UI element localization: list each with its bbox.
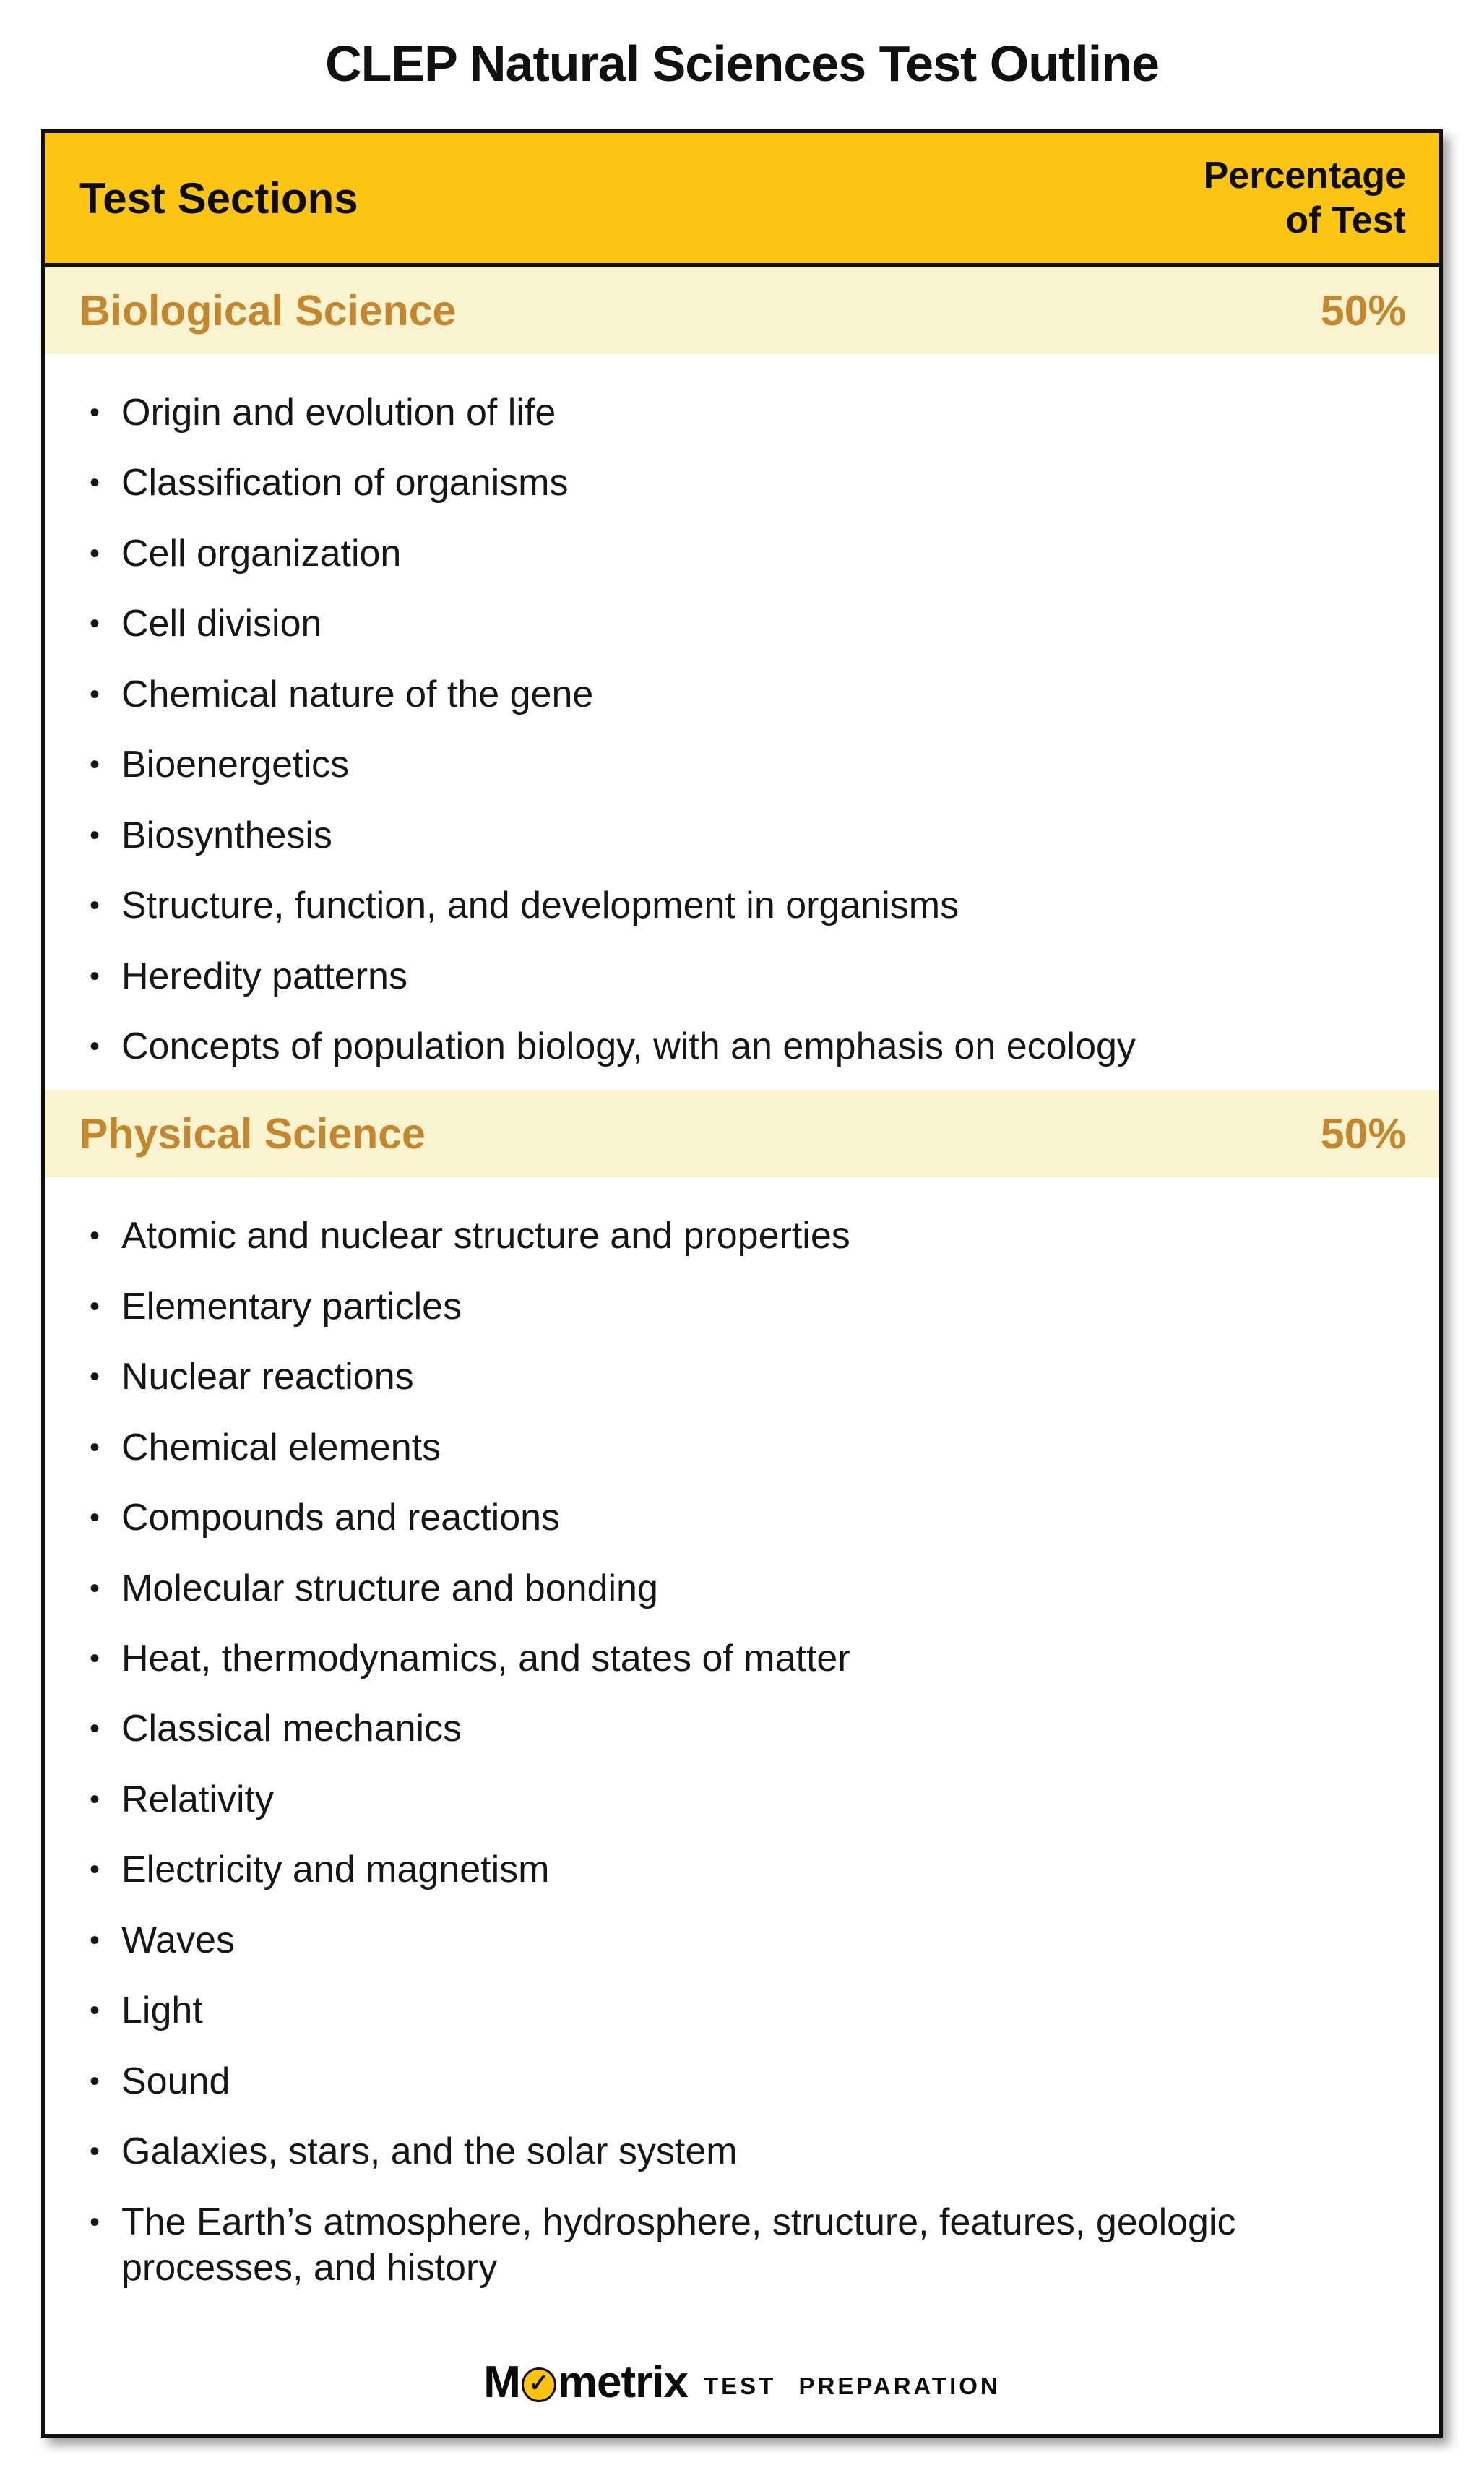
bullet-dot: •	[90, 1713, 100, 1745]
list-item: • Bioenergetics	[90, 742, 1415, 788]
bullet-dot: •	[90, 1924, 100, 1956]
section-percentage-physical: 50%	[1320, 1109, 1406, 1158]
list-item: • Classical mechanics	[90, 1706, 1415, 1752]
list-item: • Sound	[90, 2059, 1415, 2104]
list-item: • The Earth’s atmosphere, hydrosphere, st…	[90, 2200, 1415, 2292]
list-item: • Compounds and reactions	[90, 1495, 1415, 1541]
list-item: • Molecular structure and bonding	[90, 1566, 1415, 1612]
bullet-dot: •	[90, 960, 100, 992]
section-name-physical: Physical Science	[79, 1109, 426, 1158]
list-item-text: Structure, function, and development in …	[121, 885, 959, 927]
list-item: • Nuclear reactions	[90, 1354, 1415, 1400]
list-item: • Concepts of population biology, with an…	[90, 1024, 1415, 1070]
brand-tagline: TEST PREPARATION	[703, 2372, 1001, 2399]
bullet-dot: •	[90, 1361, 100, 1393]
bullet-dot: •	[90, 678, 100, 710]
column-header-percentage: Percentage of Test	[1203, 154, 1406, 241]
list-item-text: Biosynthesis	[121, 814, 332, 856]
list-item-text: Elementary particles	[121, 1285, 462, 1328]
list-item-text: Light	[121, 1990, 203, 2032]
list-item: • Origin and evolution of life	[90, 390, 1415, 436]
bullet-dot: •	[90, 1854, 100, 1886]
list-item-text: The Earth’s atmosphere, hydrosphere, str…	[121, 2201, 1236, 2289]
section-name-biological: Biological Science	[79, 286, 457, 335]
section-percentage-biological: 50%	[1320, 286, 1406, 335]
list-item: • Cell organization	[90, 531, 1415, 577]
list-item-text: Heredity patterns	[121, 955, 407, 997]
bullet-dot: •	[90, 1643, 100, 1674]
bullet-dot: •	[90, 890, 100, 922]
section-row-biological: Biological Science 50%	[45, 267, 1439, 354]
list-item-text: Origin and evolution of life	[121, 392, 556, 434]
list-item: • Relativity	[90, 1777, 1415, 1823]
list-item: • Structure, function, and development in…	[90, 883, 1415, 929]
list-item-text: Classification of organisms	[121, 462, 569, 504]
bullet-dot: •	[90, 2065, 100, 2097]
brand-letter-m: M	[483, 2357, 521, 2407]
bullet-dot: •	[90, 1995, 100, 2027]
bullet-dot: •	[90, 467, 100, 499]
list-item-text: Atomic and nuclear structure and propert…	[121, 1215, 850, 1257]
section-row-physical: Physical Science 50%	[45, 1090, 1439, 1178]
bullet-dot: •	[90, 1783, 100, 1815]
list-item-text: Molecular structure and bonding	[121, 1567, 658, 1609]
list-item: • Elementary particles	[90, 1284, 1415, 1330]
bullet-dot: •	[90, 1572, 100, 1604]
list-item: • Heat, thermodynamics, and states of mat…	[90, 1636, 1415, 1682]
bullet-dot: •	[90, 1502, 100, 1534]
list-item-text: Chemical elements	[121, 1426, 441, 1468]
list-item-text: Waves	[121, 1919, 235, 1961]
bullet-dot: •	[90, 1431, 100, 1463]
outline-table: Test Sections Percentage of Test Biologi…	[41, 129, 1443, 2438]
physical-items-list: • Atomic and nuclear structure and proper…	[45, 1177, 1439, 2311]
list-item: • Galaxies, stars, and the solar system	[90, 2129, 1415, 2175]
list-item: • Heredity patterns	[90, 954, 1415, 999]
biological-items-list: • Origin and evolution of life • Classifica…	[45, 354, 1439, 1090]
list-item-text: Bioenergetics	[121, 744, 350, 786]
list-item-text: Nuclear reactions	[121, 1356, 414, 1398]
list-item-text: Classical mechanics	[121, 1708, 462, 1750]
list-item: • Electricity and magnetism	[90, 1847, 1415, 1893]
column-header-test-sections: Test Sections	[79, 173, 358, 223]
list-item-text: Galaxies, stars, and the solar system	[121, 2130, 738, 2173]
list-item: • Light	[90, 1988, 1415, 2034]
list-item-text: Sound	[121, 2060, 230, 2102]
bullet-dot: •	[90, 1290, 100, 1322]
list-item-text: Compounds and reactions	[121, 1497, 561, 1539]
list-item: • Classification of organisms	[90, 460, 1415, 506]
bullet-dot: •	[90, 2206, 100, 2238]
list-item-text: Electricity and magnetism	[121, 1849, 550, 1891]
list-item: • Atomic and nuclear structure and proper…	[90, 1213, 1415, 1259]
bullet-dot: •	[90, 397, 100, 429]
check-icon: ✓	[521, 2367, 556, 2402]
list-item: • Waves	[90, 1918, 1415, 1964]
list-item-text: Cell division	[121, 603, 322, 645]
bullet-dot: •	[90, 819, 100, 851]
bullet-dot: •	[90, 537, 100, 569]
brand-logo: M ✓ metrix	[483, 2357, 689, 2408]
list-item-text: Concepts of population biology, with an …	[121, 1025, 1136, 1067]
brand-footer: M ✓ metrix TEST PREPARATION	[45, 2357, 1439, 2408]
bullet-dot: •	[90, 608, 100, 640]
bullet-dot: •	[90, 1220, 100, 1252]
list-item: • Chemical elements	[90, 1425, 1415, 1471]
list-item: • Cell division	[90, 601, 1415, 647]
list-item-text: Heat, thermodynamics, and states of matt…	[121, 1638, 850, 1679]
list-item: • Chemical nature of the gene	[90, 672, 1415, 718]
table-header-row: Test Sections Percentage of Test	[45, 133, 1439, 267]
brand-rest: metrix	[557, 2357, 689, 2407]
bullet-dot: •	[90, 2136, 100, 2168]
list-item-text: Chemical nature of the gene	[121, 673, 594, 715]
list-item-text: Relativity	[121, 1778, 274, 1820]
bullet-dot: •	[90, 749, 100, 781]
list-item: • Biosynthesis	[90, 813, 1415, 859]
bullet-dot: •	[90, 1030, 100, 1062]
page-title: CLEP Natural Sciences Test Outline	[325, 35, 1160, 92]
list-item-text: Cell organization	[121, 532, 402, 575]
